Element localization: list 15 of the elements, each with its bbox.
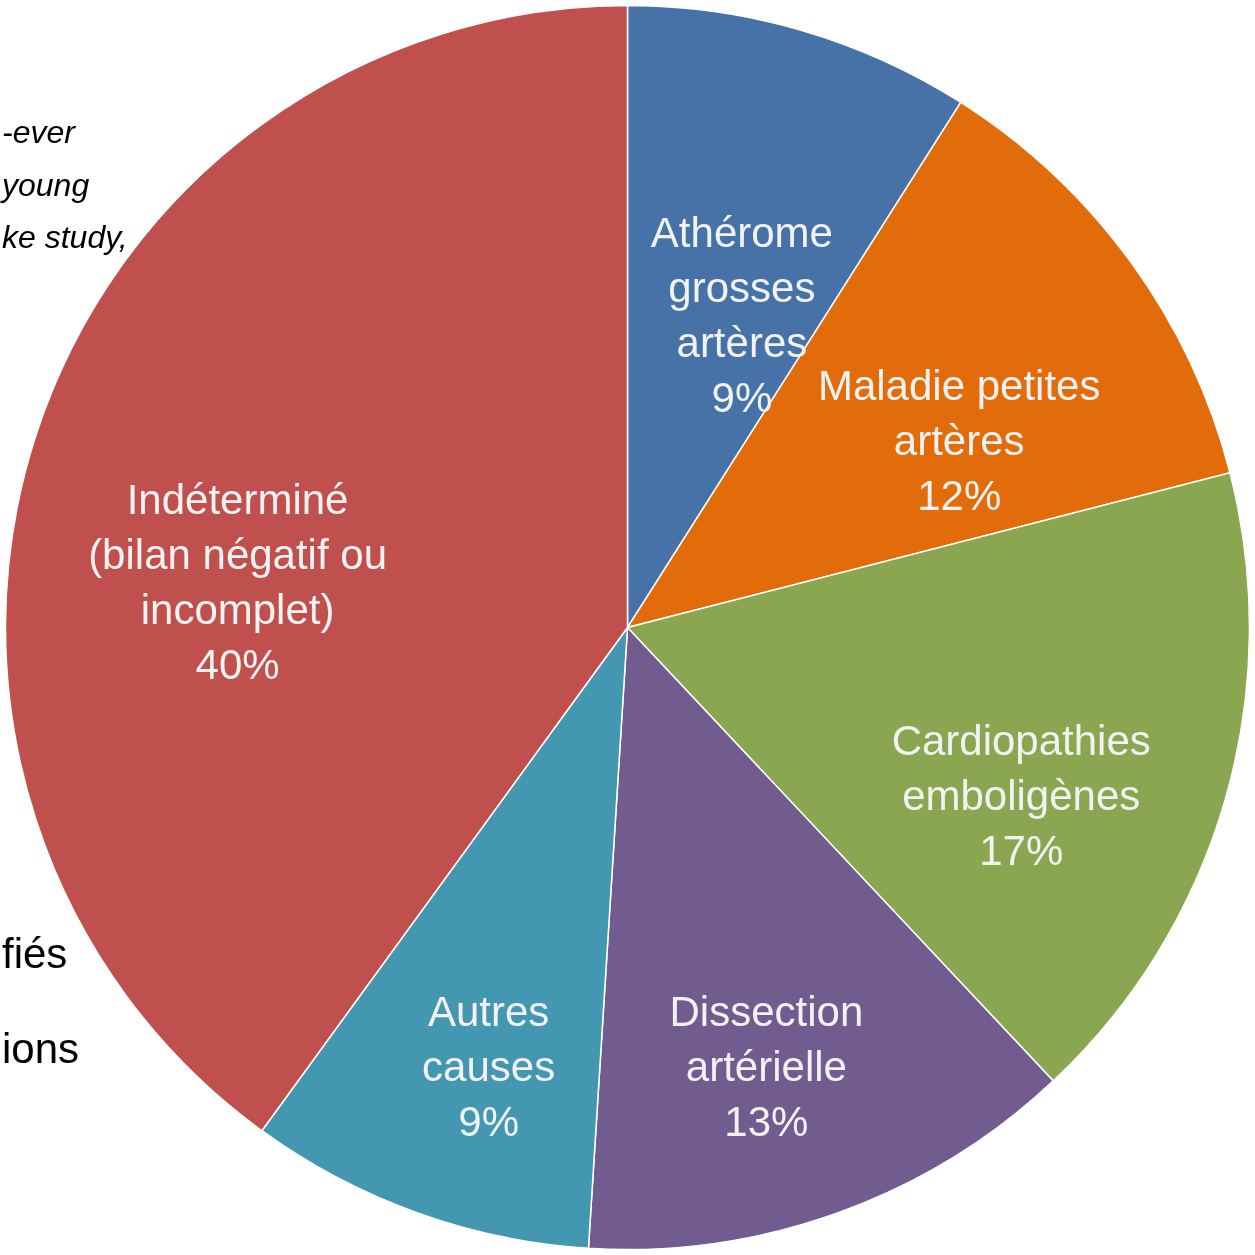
text: young (0, 167, 90, 203)
slice-label: Dissection artérielle (669, 988, 864, 1091)
text: fiés (2, 930, 68, 977)
text: -ever (2, 114, 77, 150)
data-label: 40% (195, 640, 280, 688)
data-label: 13% (724, 1098, 809, 1146)
data-label: 9% (711, 373, 773, 421)
data-label: 17% (979, 826, 1064, 874)
slice-label: Autres causes (422, 988, 556, 1091)
slice-label: Cardiopathies emboligènes (891, 716, 1151, 819)
data-label: 12% (917, 471, 1002, 519)
text: ions (2, 1025, 80, 1072)
text: ke study, (2, 219, 128, 255)
data-label: 9% (458, 1098, 519, 1146)
slice-label: Indéterminé (bilan négatif ou incomplet) (88, 475, 388, 633)
